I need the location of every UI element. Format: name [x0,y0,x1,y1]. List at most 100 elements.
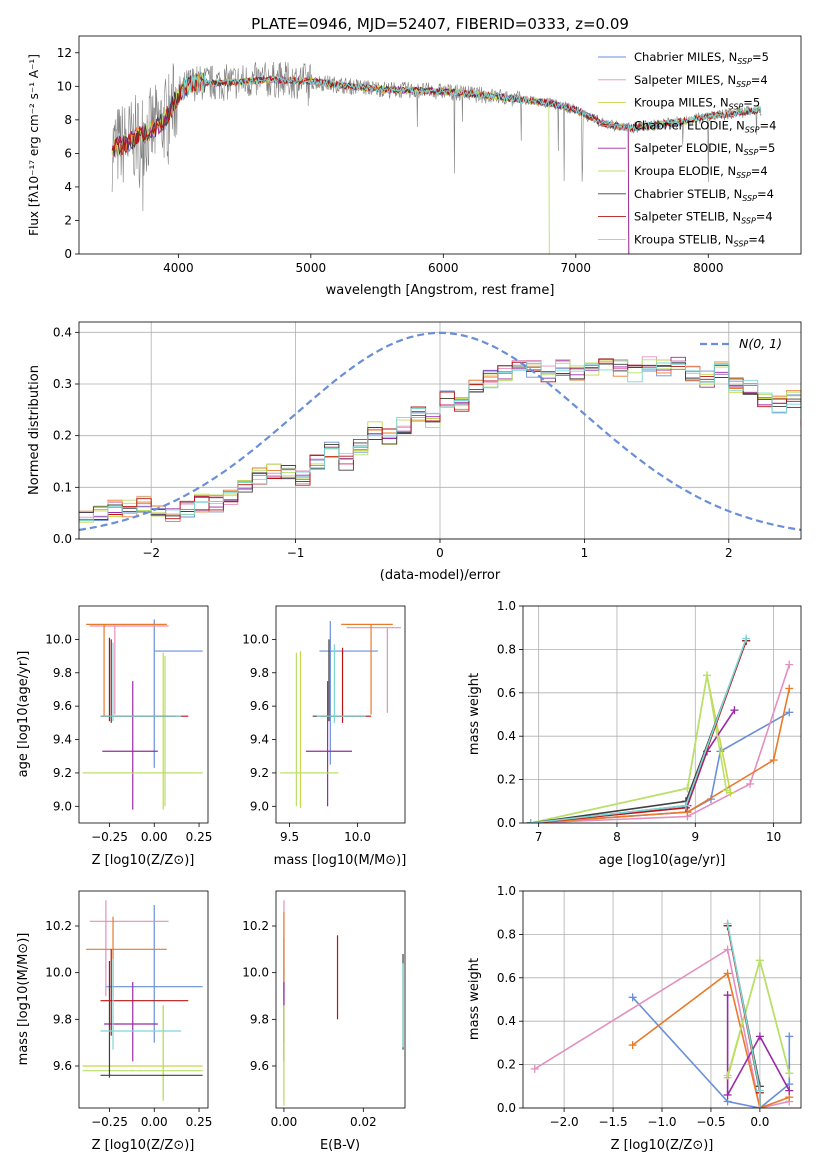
age-vs-z-frame [78,605,209,824]
spectrum-ytick-label: 0 [64,247,72,261]
age-vs-mass-ytick-label: 9.2 [250,766,269,780]
mass-weight-vs-z-xtick-label: 0.0 [750,1115,769,1129]
mass-vs-ebv-ytick-label: 10.0 [242,966,269,980]
mass-weight-vs-z-ytick-label: 0.8 [497,927,516,941]
mass-weight-vs-age-ytick-label: 0.4 [497,729,516,743]
mass-weight-vs-z-point-kroupa-elodie [785,1069,794,1078]
mass-vs-z-ytick-label: 9.8 [53,1012,72,1026]
mass-weight-vs-age-xtick-label: 10 [766,830,781,844]
mass-weight-vs-z-point-salpeter-elodie [755,1032,764,1041]
mass-weight-vs-z-point-salpeter-elodie [723,991,732,1000]
age-vs-mass-ytick-label: 9.6 [250,699,269,713]
mass-vs-z-ytick-label: 10.0 [45,966,72,980]
mass-weight-vs-z-line-salpeter-elodie [726,995,791,1096]
mass-weight-vs-age-point-chabrier-elodie [785,684,794,693]
residuals-hist-kroupa-stelib [79,361,801,521]
legend-label-salpeter-miles: Salpeter MILES, NSSP=4 [634,73,768,89]
age-vs-z-xtick-label: 0.25 [186,830,213,844]
mass-weight-vs-z-point-salpeter-elodie [785,1086,794,1095]
legend-label-kroupa-stelib: Kroupa STELIB, NSSP=4 [634,232,765,248]
mass-weight-vs-z-ytick-label: 0.6 [497,971,516,985]
age-vs-mass-panel: 9.5 10.0 9.0 9.2 9.4 9.6 9.8 10.0 mass [log10(M… [242,605,406,868]
spectrum-xtick-label: 5000 [296,261,327,275]
mass-weight-vs-age-panel: 7 8 9 10 0.0 0.2 0.4 0.6 0.8 1.0 age [log10(age/y… [467,599,802,868]
residuals-ytick-label: 0.1 [53,480,72,494]
mass-weight-vs-z-panel: −2.0 −1.5 −1.0 −0.5 0.0 0.0 0.2 0.4 0.6 0.8 1.0 Z … [467,884,802,1153]
mass-vs-ebv-xtick-label: 0.00 [271,1115,298,1129]
mass-weight-vs-z-point-chabrier-miles [628,993,637,1002]
mass-weight-vs-z-point-kroupa-stelib [723,919,732,928]
spectrum-xtick-label: 6000 [428,261,459,275]
legend-label-chabrier-elodie: Chabrier ELODIE, NSSP=4 [634,118,776,134]
mass-weight-vs-z-point-kroupa-stelib [755,1086,764,1095]
mass-weight-vs-age-xtick-label: 8 [613,830,621,844]
mass-weight-vs-age-ytick-label: 0.8 [497,642,516,656]
age-vs-z-ytick-label: 9.0 [53,799,72,813]
mass-weight-vs-z-point-salpeter-miles [530,1064,539,1073]
mass-vs-z-ytick-label: 10.2 [45,919,72,933]
mass-weight-vs-age-point-kroupa-elodie [703,671,712,680]
mass-weight-vs-age-point-salpeter-miles [746,779,755,788]
age-vs-z-xtick-label: −0.25 [91,830,128,844]
spectrum-ytick-label: 12 [57,46,72,60]
mass-weight-vs-age-xlabel: age [log10(age/yr)] [599,853,726,868]
mass-weight-vs-age-point-kroupa-stelib [681,801,690,810]
spectrum-panel: PLATE=0946, MJD=52407, FIBERID=0333, z=0… [27,15,802,298]
mass-weight-vs-age-ytick-label: 1.0 [497,599,516,613]
mass-weight-vs-age-ytick-label: 0.0 [497,816,516,830]
spectrum-ytick-label: 4 [64,180,72,194]
mass-weight-vs-z-line-chabrier-elodie [632,972,790,1108]
mass-vs-ebv-frame [275,890,406,1109]
mass-vs-ebv-ytick-label: 9.6 [250,1059,269,1073]
mass-weight-vs-z-point-chabrier-elodie [723,969,732,978]
mass-vs-z-xtick-label: 0.00 [141,1115,168,1129]
age-vs-mass-ytick-label: 9.8 [250,666,269,680]
mass-weight-vs-age-point-kroupa-stelib [526,819,535,823]
age-vs-z-ytick-label: 9.4 [53,733,72,747]
residuals-xtick-label: 2 [725,546,733,560]
legend-label-chabrier-miles: Chabrier MILES, NSSP=5 [634,50,769,66]
age-vs-z-xlabel: Z [log10(Z/Z⊙)] [92,853,195,868]
mass-vs-z-panel: −0.25 0.00 0.25 9.6 9.8 10.0 10.2 Z [log10(Z/Z… [16,890,213,1153]
mass-vs-ebv-ytick-label: 9.8 [250,1012,269,1026]
age-vs-z-panel: −0.25 0.00 0.25 9.0 9.2 9.4 9.6 9.8 10.0 Z [log1… [16,605,213,868]
mass-weight-vs-age-ylabel: mass weight [467,673,482,755]
residuals-xtick-label: 1 [581,546,589,560]
spectrum-xtick-label: 4000 [163,261,194,275]
mass-weight-vs-z-xtick-label: −1.5 [598,1115,627,1129]
spectrum-ytick-label: 2 [64,213,72,227]
residuals-ylabel: Normed distribution [27,365,42,495]
mass-weight-vs-age-line-chabrier-elodie [530,688,791,823]
residuals-legend: N(0, 1) [700,336,782,351]
mass-weight-vs-age-point-salpeter-elodie [730,706,739,715]
mass-weight-vs-z-xlabel: Z [log10(Z/Z⊙)] [611,1138,714,1153]
residuals-hist-chabrier-stelib [79,362,801,517]
legend-label-chabrier-stelib: Chabrier STELIB, NSSP=4 [634,187,774,203]
residuals-gaussian-line [79,331,801,531]
mass-vs-ebv-xtick-label: 0.02 [350,1115,377,1129]
mass-weight-vs-age-point-kroupa-stelib [742,634,751,643]
residuals-ytick-label: 0.3 [53,377,72,391]
spectrum-title: PLATE=0946, MJD=52407, FIBERID=0333, z=0… [251,15,629,33]
mass-weight-vs-age-point-chabrier-miles [785,708,794,717]
residuals-xtick-label: −2 [142,546,160,560]
mass-vs-z-xtick-label: 0.25 [186,1115,213,1129]
spectrum-xlabel: wavelength [Angstrom, rest frame] [326,283,555,298]
mass-weight-vs-age-ytick-label: 0.2 [497,773,516,787]
residuals-ytick-label: 0.4 [53,325,72,339]
mass-weight-vs-z-point-kroupa-stelib [755,1104,764,1108]
mass-weight-vs-z-point-chabrier-miles [785,1032,794,1041]
spectrum-ytick-label: 6 [64,146,72,160]
spectrum-ytick-label: 8 [64,113,72,127]
spectrum-ytick-label: 10 [57,79,72,93]
mass-weight-vs-age-point-salpeter-miles [785,660,794,669]
legend-label-salpeter-stelib: Salpeter STELIB, NSSP=4 [634,210,773,226]
age-vs-z-xtick-label: 0.00 [141,830,168,844]
mass-weight-vs-age-ytick-label: 0.6 [497,686,516,700]
mass-weight-vs-age-xtick-label: 7 [535,830,543,844]
mass-weight-vs-age-point-kroupa-elodie [722,786,731,795]
residuals-xtick-label: −1 [287,546,305,560]
mass-weight-vs-z-ytick-label: 1.0 [497,884,516,898]
mass-vs-z-ylabel: mass [log10(M/M⊙)] [16,933,31,1066]
